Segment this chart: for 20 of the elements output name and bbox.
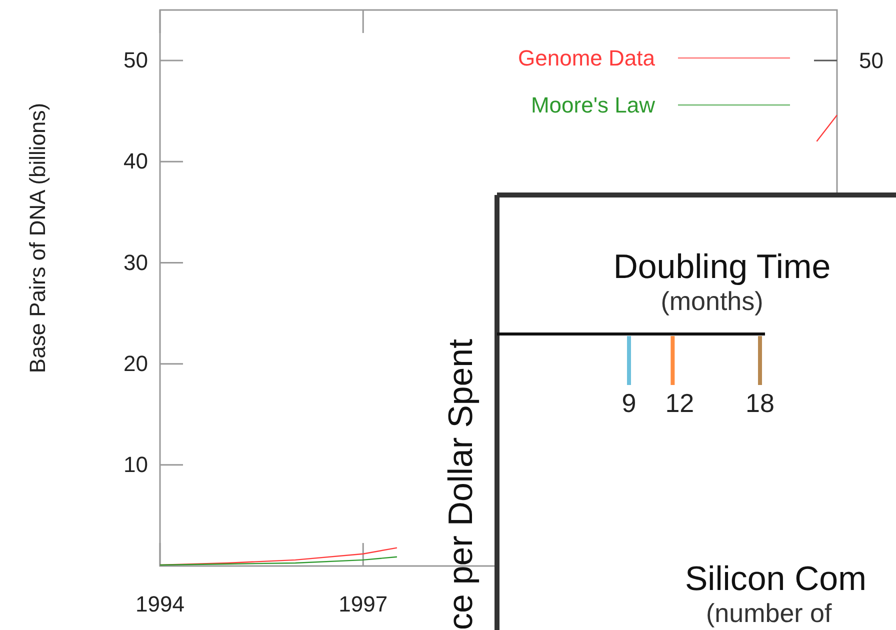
y-tick-label: 20 [124, 350, 148, 376]
text: 50 [859, 48, 884, 74]
legend-label: 9 [622, 388, 636, 418]
y-tick-label: 10 [124, 452, 148, 477]
y-axis-title: Base Pairs of DNA (billions) [25, 102, 50, 374]
text: (months) [660, 286, 764, 316]
legend-label: 18 [746, 388, 774, 418]
x-tick-label: 1997 [338, 592, 388, 617]
text: (number of [706, 598, 832, 628]
line-series [159, 556, 398, 566]
y-tick-label: 40 [124, 148, 148, 174]
y-tick-label: 50 [124, 48, 148, 73]
text: Doubling Time [613, 248, 831, 286]
x-tick-label: 1994 [136, 592, 184, 617]
text: Moore's Law [530, 92, 656, 118]
legend-label: 12 [665, 388, 694, 418]
y-tick-label: 30 [124, 250, 148, 275]
text: ce per Dollar Spent [442, 338, 480, 630]
text: Genome Data [518, 46, 656, 71]
text: Silicon Com [685, 560, 866, 598]
